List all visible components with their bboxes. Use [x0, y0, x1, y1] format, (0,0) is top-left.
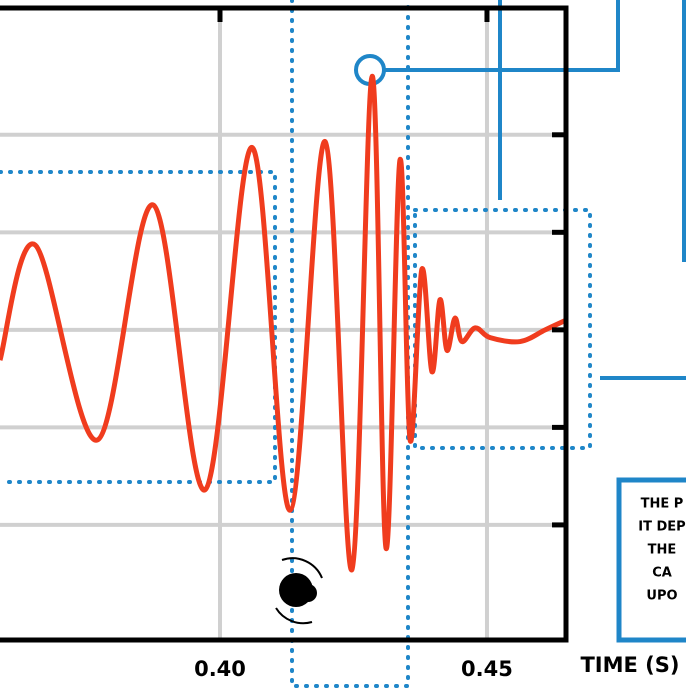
callout-line	[385, 0, 620, 72]
black-hole	[299, 584, 317, 602]
x-axis-label: TIME (S)	[580, 653, 679, 677]
dotted-annotations	[0, 0, 592, 688]
note-line: CA	[652, 566, 672, 581]
note-line: THE P	[641, 497, 684, 512]
note-box	[616, 477, 686, 643]
callout-lines	[354, 0, 686, 643]
note-line: IT DEP	[638, 520, 685, 535]
orbit	[275, 557, 323, 625]
dotted-box	[0, 170, 277, 484]
waveform	[0, 73, 568, 573]
note-text: THE P IT DEP THE CA UPO	[638, 497, 685, 604]
dotted-strip	[290, 0, 410, 688]
note-line: UPO	[646, 589, 677, 604]
dotted-box	[413, 208, 592, 450]
grid	[0, 8, 566, 640]
marks	[0, 73, 568, 573]
axis-frame	[0, 5, 569, 643]
black-holes	[275, 557, 323, 625]
x-tick-label: 0.40	[194, 657, 246, 681]
x-tick-label: 0.45	[461, 657, 513, 681]
axes-frame	[0, 5, 569, 643]
note-line: THE	[648, 543, 677, 558]
